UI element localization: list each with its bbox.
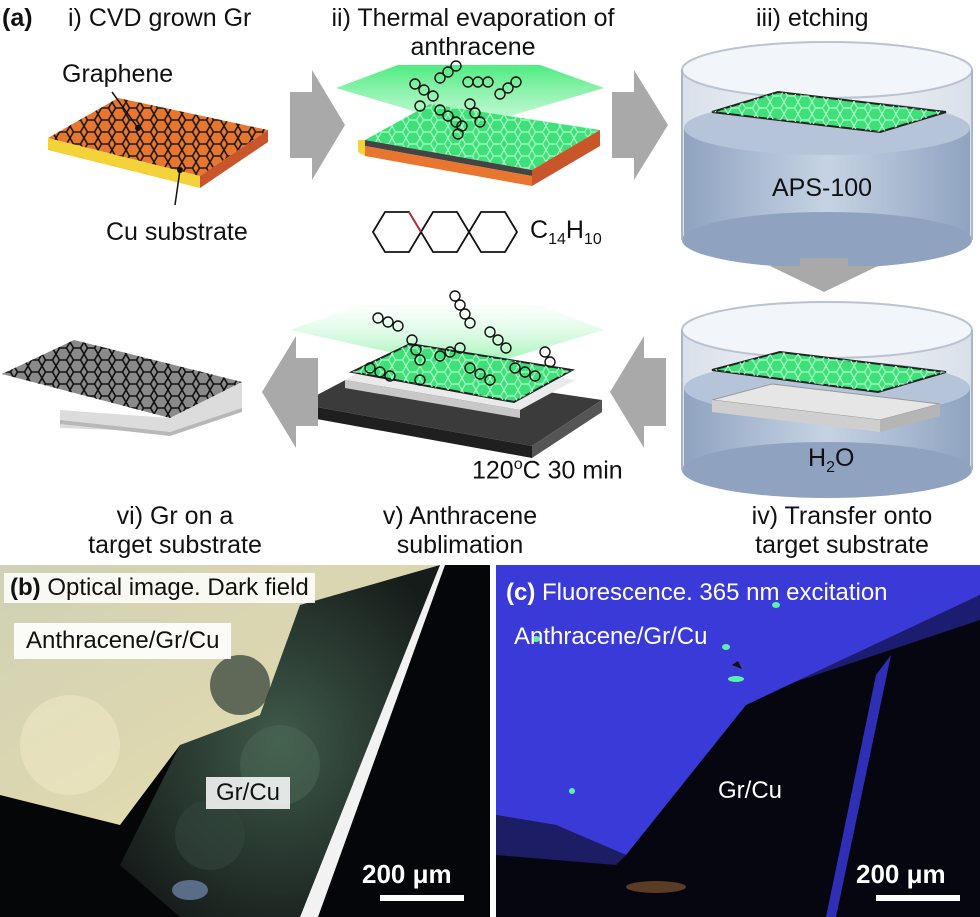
panel-c-title-text: Fluorescence. 365 nm excitation: [542, 579, 888, 606]
panel-c-tag: (c): [506, 579, 536, 606]
scale-label-c: 200 μm: [856, 859, 946, 889]
transfer-beaker: [681, 301, 973, 498]
anthracene-molecules-sublimating: [364, 290, 556, 386]
panel-b-tag: (b): [10, 574, 41, 601]
optical-image-graphic: [0, 565, 445, 917]
panel-a-tag: (a): [2, 4, 33, 32]
step-5-label: v) Anthracene sublimation: [350, 502, 570, 560]
step-6-line-1: vi) Gr on a: [116, 502, 234, 530]
step-4-line-1: iv) Transfer onto: [751, 502, 933, 530]
graphene-label: Graphene: [62, 60, 174, 88]
cu-graphene-plate: [48, 98, 268, 188]
fluorescence-image-graphic: [496, 565, 980, 917]
cu-substrate-label: Cu substrate: [106, 218, 248, 246]
anthracene-region-label-c: Anthracene/Gr/Cu: [514, 623, 708, 650]
process-arrow: [262, 336, 318, 448]
sublimation-setup: [290, 305, 604, 458]
process-arrow: [770, 258, 878, 292]
step-2-label: ii) Thermal evaporation of anthracene: [318, 4, 628, 62]
panel-b-title-text: Optical image. Dark field: [47, 574, 309, 601]
panel-c-fluorescence-image: (c) Fluorescence. 365 nm excitation Anth…: [496, 565, 980, 917]
gr-cu-region-label-b: Gr/Cu: [206, 777, 291, 809]
anthracene-structure: [371, 211, 519, 253]
gr-cu-region-label-c: Gr/Cu: [718, 777, 783, 804]
step-4-label: iv) Transfer onto target substrate: [704, 502, 980, 560]
evaporation-setup: [336, 65, 604, 186]
etching-beaker: [681, 41, 973, 268]
step-4-line-2: target substrate: [755, 530, 929, 559]
step-3-label: iii) etching: [756, 4, 869, 32]
step-1-label: i) CVD grown Gr: [68, 4, 252, 32]
temperature-time-label: 120oC 30 min: [472, 456, 623, 485]
process-arrow: [290, 70, 345, 180]
aps-100-label: APS-100: [772, 174, 873, 202]
process-arrow: [610, 336, 666, 448]
process-arrow: [612, 70, 668, 180]
step-5-line-2: sublimation: [396, 530, 524, 559]
anthracene-region-label-b: Anthracene/Gr/Cu: [14, 623, 232, 659]
step-6-line-2: target substrate: [88, 530, 262, 559]
panel-b-optical-image: (b) Optical image. Dark field Anthracene…: [0, 565, 490, 917]
panel-c-title: (c) Fluorescence. 365 nm excitation: [506, 579, 888, 607]
step-2-line-2: anthracene: [410, 32, 536, 61]
water-label: H2O: [808, 444, 855, 476]
anthracene-formula: C14H10: [530, 216, 602, 248]
panel-b-title: (b) Optical image. Dark field: [4, 573, 315, 603]
scale-bar-c: [876, 895, 960, 901]
step-5-line-1: v) Anthracene: [382, 502, 538, 530]
scale-bar-b: [380, 895, 464, 901]
scale-label-b: 200 μm: [362, 859, 452, 889]
step-2-line-1: ii) Thermal evaporation of: [331, 4, 615, 32]
gr-target-substrate: [2, 340, 242, 436]
anthracene-molecules: [409, 60, 522, 140]
step-6-label: vi) Gr on a target substrate: [60, 502, 290, 560]
